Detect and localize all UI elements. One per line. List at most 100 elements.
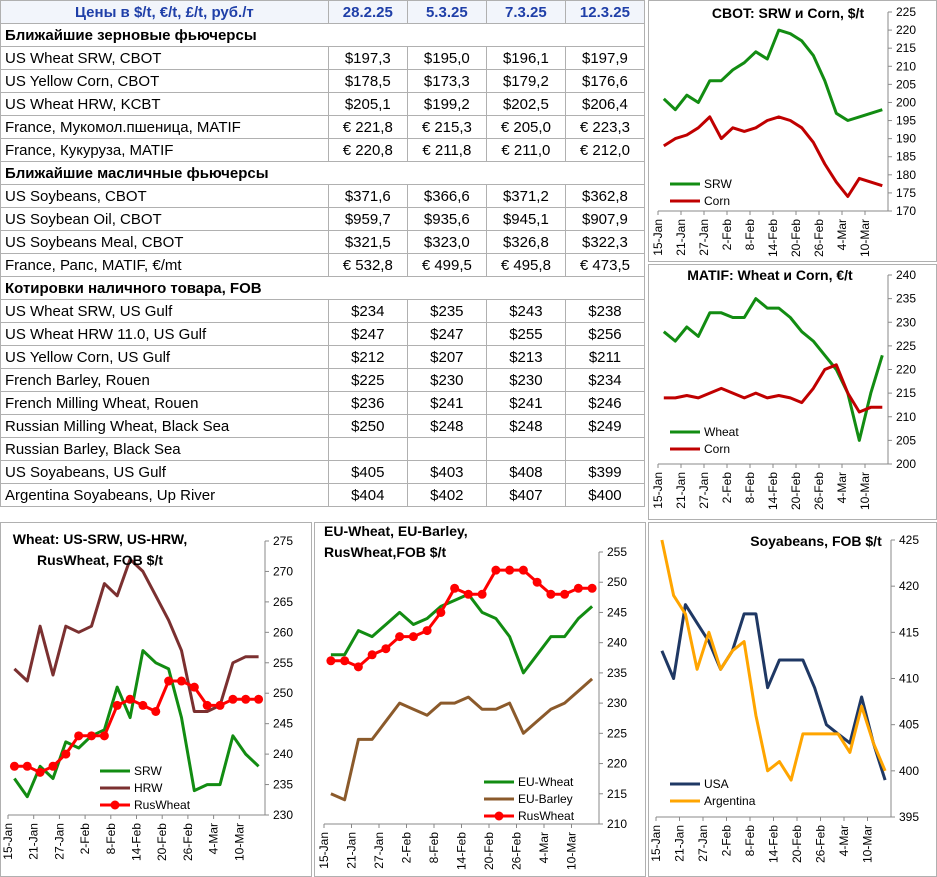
- y-tick-label: 230: [273, 808, 293, 822]
- header-cell: 7.3.25: [485, 0, 566, 24]
- table-row: France, Рапс, MATIF, €/mt € 532,8 € 499,5 €…: [0, 253, 646, 277]
- x-tick-label: 10-Mar: [861, 825, 875, 863]
- label-cell: US Soybean Oil, CBOT: [0, 207, 329, 231]
- series-marker: [74, 731, 84, 741]
- x-tick-label: 15-Jan: [1, 823, 15, 860]
- table-row: Argentina Soyabeans, Up River $404 $402 $40…: [0, 483, 646, 507]
- y-tick-label: 230: [896, 315, 916, 329]
- x-tick-label: 14-Feb: [455, 832, 469, 870]
- value-cell: [564, 437, 646, 461]
- y-tick-label: 260: [273, 625, 293, 639]
- legend-label: SRW: [704, 177, 732, 191]
- x-tick-label: 26-Feb: [812, 472, 826, 510]
- label-cell: US Wheat SRW, US Gulf: [0, 299, 329, 323]
- y-tick-label: 240: [896, 268, 916, 282]
- value-cell: $249: [564, 414, 646, 438]
- value-cell: $205,1: [327, 92, 408, 116]
- label-cell: French Barley, Rouen: [0, 368, 329, 392]
- y-tick-label: 175: [896, 186, 916, 200]
- chart-title: Wheat: US-SRW, US-HRW,: [13, 531, 188, 547]
- y-tick-label: 220: [896, 363, 916, 377]
- x-tick-label: 15-Jan: [649, 825, 663, 862]
- value-cell: $321,5: [327, 230, 408, 254]
- series-line: [662, 28, 883, 122]
- value-cell: [327, 437, 408, 461]
- series-marker: [367, 650, 377, 660]
- value-cell: € 220,8: [327, 138, 408, 162]
- y-tick-label: 415: [899, 625, 919, 639]
- series-marker: [48, 761, 58, 771]
- label-cell: US Yellow Corn, CBOT: [0, 69, 329, 93]
- series-marker: [61, 749, 71, 759]
- series-marker: [395, 632, 405, 642]
- y-tick-label: 230: [607, 696, 627, 710]
- y-tick-label: 205: [896, 77, 916, 91]
- y-tick-label: 200: [896, 95, 916, 109]
- legend-label: EU-Barley: [518, 792, 573, 806]
- x-tick-label: 2-Feb: [400, 832, 414, 864]
- y-tick-label: 205: [896, 433, 916, 447]
- x-tick-label: 26-Feb: [812, 219, 826, 257]
- series-marker: [381, 644, 391, 654]
- value-cell: $243: [485, 299, 566, 323]
- y-tick-label: 255: [273, 656, 293, 670]
- chart-frame: [314, 522, 646, 877]
- series-marker: [546, 589, 556, 599]
- value-cell: $407: [485, 483, 566, 507]
- series-marker: [326, 656, 336, 666]
- series-marker: [587, 583, 597, 593]
- value-cell: € 473,5: [564, 253, 646, 277]
- chart-title: CBOT: SRW и Corn, $/t: [712, 5, 865, 21]
- y-tick-label: 235: [273, 778, 293, 792]
- x-tick-label: 21-Jan: [674, 472, 688, 509]
- value-cell: € 211,0: [485, 138, 566, 162]
- y-tick-label: 275: [273, 534, 293, 548]
- value-cell: $371,6: [327, 184, 408, 208]
- x-tick-label: 14-Feb: [766, 472, 780, 510]
- value-cell: $255: [485, 322, 566, 346]
- table-row: US Yellow Corn, US Gulf $212 $207 $213 $211: [0, 345, 646, 369]
- value-cell: $238: [564, 299, 646, 323]
- y-tick-label: 265: [273, 595, 293, 609]
- value-cell: $366,6: [406, 184, 487, 208]
- label-cell: France, Рапс, MATIF, €/mt: [0, 253, 329, 277]
- value-cell: € 215,3: [406, 115, 487, 139]
- x-tick-label: 2-Feb: [720, 219, 734, 251]
- x-tick-label: 4-Mar: [537, 832, 551, 863]
- legend-label: RusWheat: [134, 798, 191, 812]
- y-tick-label: 225: [896, 5, 916, 19]
- value-cell: $246: [564, 391, 646, 415]
- table-row: US Wheat SRW, US Gulf $234 $235 $243 $238: [0, 299, 646, 323]
- series-marker: [560, 589, 570, 599]
- x-tick-label: 14-Feb: [766, 219, 780, 257]
- y-tick-label: 210: [896, 59, 916, 73]
- series-marker: [436, 607, 446, 617]
- x-tick-label: 4-Mar: [837, 825, 851, 856]
- x-tick-label: 10-Mar: [565, 832, 579, 870]
- x-tick-label: 21-Jan: [673, 825, 687, 862]
- series-marker: [176, 676, 186, 686]
- header-row: Цены в $/t, €/t, £/t, руб./т 28.2.25 5.3.2…: [0, 0, 646, 24]
- x-tick-label: 2-Feb: [78, 823, 92, 855]
- y-tick-label: 220: [607, 757, 627, 771]
- x-tick-label: 21-Jan: [345, 832, 359, 869]
- x-tick-label: 14-Feb: [767, 825, 781, 863]
- x-tick-label: 20-Feb: [790, 825, 804, 863]
- x-tick-label: 10-Mar: [858, 472, 872, 510]
- legend-label: RusWheat: [518, 809, 575, 823]
- series-marker: [353, 662, 363, 672]
- value-cell: $235: [406, 299, 487, 323]
- y-tick-label: 220: [896, 23, 916, 37]
- y-tick-label: 245: [273, 717, 293, 731]
- series-marker: [463, 589, 473, 599]
- series-marker: [422, 626, 432, 636]
- y-tick-label: 215: [607, 787, 627, 801]
- legend-label: Argentina: [704, 794, 756, 808]
- x-tick-label: 27-Jan: [696, 825, 710, 862]
- header-cell: 5.3.25: [406, 0, 487, 24]
- series-marker: [505, 565, 515, 575]
- x-tick-label: 4-Mar: [835, 472, 849, 503]
- x-tick-label: 8-Feb: [427, 832, 441, 864]
- chart-title: RusWheat,FOB $/t: [324, 544, 446, 560]
- label-cell: US Soyabeans, US Gulf: [0, 460, 329, 484]
